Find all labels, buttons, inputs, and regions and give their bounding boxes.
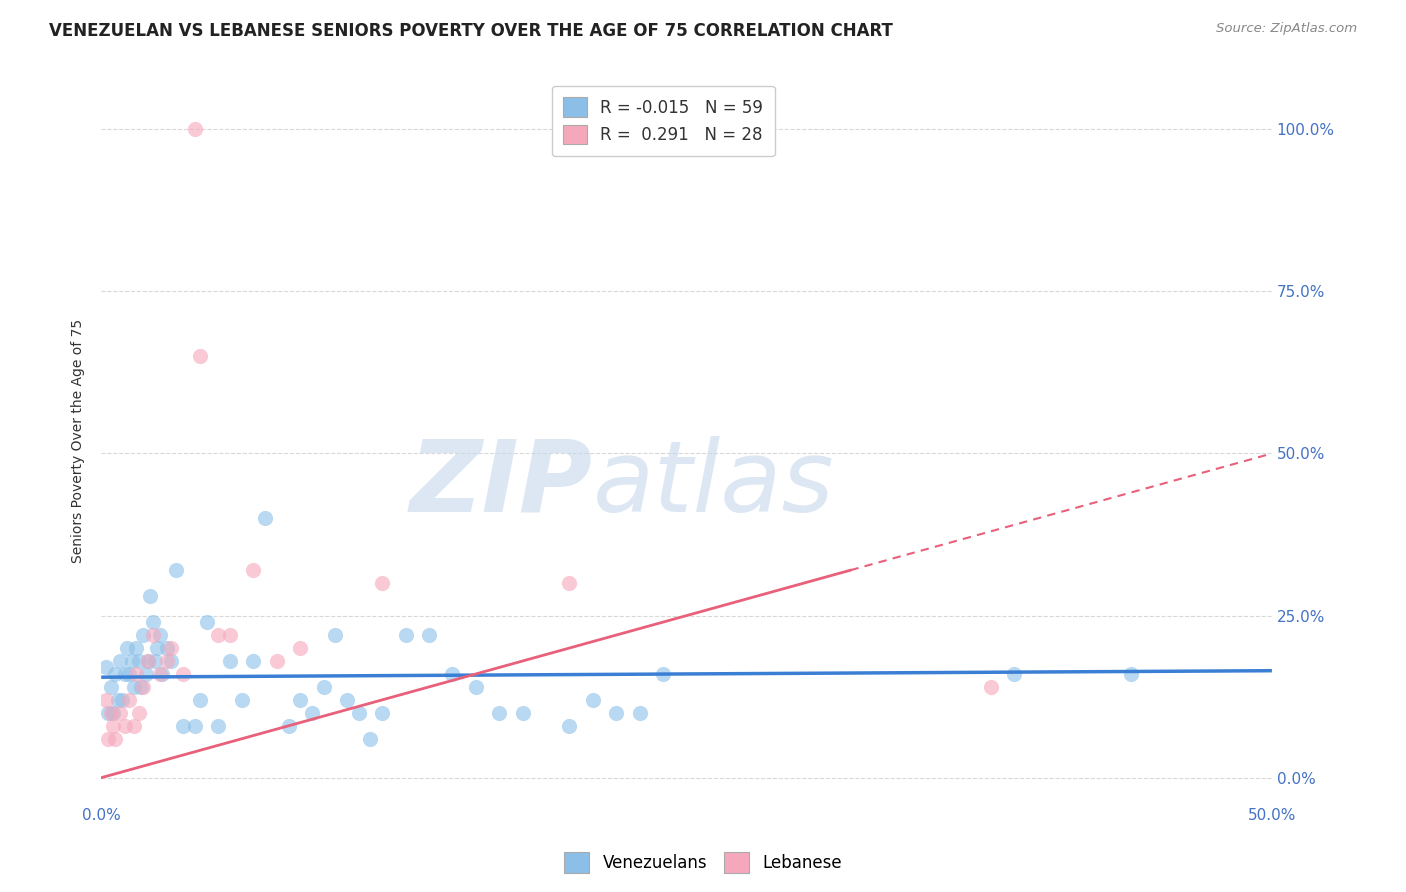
Point	[132, 628, 155, 642]
Point	[325, 628, 347, 642]
Point	[104, 731, 127, 746]
Point	[347, 706, 370, 720]
Point	[207, 719, 229, 733]
Point	[184, 719, 207, 733]
Point	[219, 654, 242, 668]
Point	[242, 654, 264, 668]
Point	[512, 706, 534, 720]
Text: Source: ZipAtlas.com: Source: ZipAtlas.com	[1216, 22, 1357, 36]
Point	[143, 654, 166, 668]
Point	[207, 628, 229, 642]
Point	[94, 693, 117, 707]
Point	[1121, 667, 1143, 681]
Point	[108, 654, 131, 668]
Point	[101, 706, 124, 720]
Point	[156, 640, 179, 655]
Point	[464, 680, 486, 694]
Point	[184, 122, 207, 136]
Point	[132, 680, 155, 694]
Point	[139, 589, 162, 603]
Y-axis label: Seniors Poverty Over the Age of 75: Seniors Poverty Over the Age of 75	[72, 318, 86, 563]
Point	[290, 640, 312, 655]
Point	[558, 719, 581, 733]
Point	[290, 693, 312, 707]
Point	[242, 563, 264, 577]
Point	[149, 628, 172, 642]
Point	[104, 667, 127, 681]
Point	[160, 640, 183, 655]
Point	[558, 576, 581, 591]
Point	[118, 667, 141, 681]
Point	[254, 511, 277, 525]
Point	[101, 719, 124, 733]
Point	[188, 349, 211, 363]
Point	[128, 654, 150, 668]
Point	[441, 667, 464, 681]
Point	[142, 628, 165, 642]
Point	[172, 667, 194, 681]
Point	[114, 719, 136, 733]
Point	[135, 667, 157, 681]
Point	[172, 719, 194, 733]
Point	[107, 693, 129, 707]
Point	[129, 680, 152, 694]
Point	[125, 640, 148, 655]
Point	[188, 693, 211, 707]
Point	[165, 563, 187, 577]
Point	[97, 706, 120, 720]
Point	[371, 576, 394, 591]
Point	[160, 654, 183, 668]
Point	[136, 654, 159, 668]
Point	[146, 640, 169, 655]
Point	[312, 680, 335, 694]
Point	[128, 706, 150, 720]
Point	[118, 693, 141, 707]
Point	[1002, 667, 1025, 681]
Point	[980, 680, 1002, 694]
Point	[371, 706, 394, 720]
Point	[114, 667, 136, 681]
Point	[149, 667, 172, 681]
Point	[336, 693, 359, 707]
Legend: Venezuelans, Lebanese: Venezuelans, Lebanese	[558, 846, 848, 880]
Point	[115, 640, 138, 655]
Point	[394, 628, 416, 642]
Point	[418, 628, 440, 642]
Point	[231, 693, 253, 707]
Point	[150, 667, 173, 681]
Legend: R = -0.015   N = 59, R =  0.291   N = 28: R = -0.015 N = 59, R = 0.291 N = 28	[551, 86, 775, 156]
Point	[582, 693, 605, 707]
Point	[108, 706, 131, 720]
Point	[605, 706, 627, 720]
Point	[100, 680, 122, 694]
Point	[277, 719, 299, 733]
Point	[219, 628, 242, 642]
Point	[121, 654, 143, 668]
Point	[488, 706, 510, 720]
Point	[156, 654, 179, 668]
Point	[100, 706, 122, 720]
Point	[125, 667, 148, 681]
Point	[266, 654, 288, 668]
Point	[97, 731, 120, 746]
Point	[301, 706, 323, 720]
Point	[142, 615, 165, 629]
Text: ZIP: ZIP	[411, 435, 593, 533]
Point	[136, 654, 159, 668]
Point	[628, 706, 651, 720]
Point	[359, 731, 381, 746]
Point	[94, 660, 117, 674]
Point	[195, 615, 218, 629]
Point	[122, 719, 145, 733]
Point	[652, 667, 675, 681]
Text: VENEZUELAN VS LEBANESE SENIORS POVERTY OVER THE AGE OF 75 CORRELATION CHART: VENEZUELAN VS LEBANESE SENIORS POVERTY O…	[49, 22, 893, 40]
Text: atlas: atlas	[593, 435, 835, 533]
Point	[111, 693, 134, 707]
Point	[122, 680, 145, 694]
